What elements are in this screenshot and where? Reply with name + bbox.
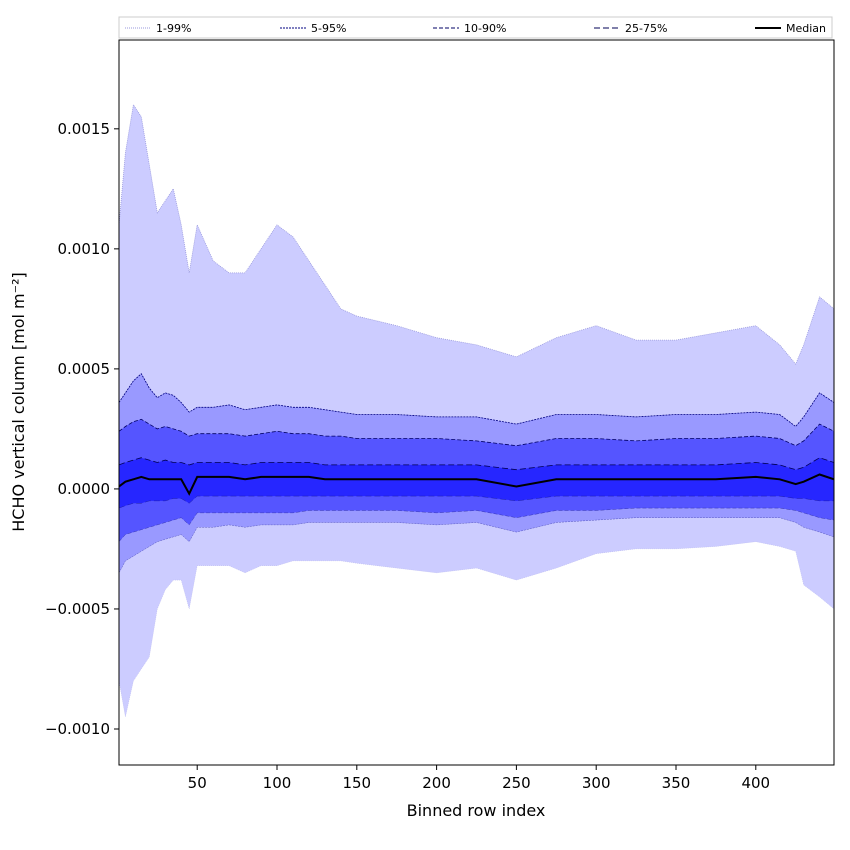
band-upper-line-1-99%	[119, 103, 834, 365]
x-tick-label: 300	[582, 774, 611, 792]
band-25-75%	[119, 457, 834, 509]
y-axis: −0.0010 −0.0005 0.0000 0.0005 0.0010 0.0015	[45, 120, 119, 738]
band-lower-line-25-75%	[119, 495, 834, 509]
y-tick-label: 0.0015	[58, 120, 111, 138]
x-tick-label: 400	[741, 774, 770, 792]
legend-label: 10-90%	[464, 22, 506, 35]
legend-label: Median	[786, 22, 826, 35]
percentile-bands	[119, 104, 834, 718]
y-tick-label: 0.0005	[58, 360, 111, 378]
median-series	[119, 473, 834, 496]
legend: 1-99% 5-95% 10-90% 25-75% Median	[118, 16, 833, 39]
band-upper-line-10-90%	[119, 418, 834, 447]
y-tick-label: 0.0010	[58, 240, 111, 258]
band-upper-line-25-75%	[119, 457, 834, 471]
median-line	[119, 473, 834, 496]
legend-label: 5-95%	[311, 22, 346, 35]
legend-box	[118, 16, 833, 39]
y-tick-label: 0.0000	[58, 480, 111, 498]
percentile-band-lines	[119, 103, 834, 718]
band-upper-line-5-95%	[119, 373, 834, 428]
legend-label: 25-75%	[625, 22, 667, 35]
x-tick-label: 200	[422, 774, 451, 792]
legend-label: 1-99%	[156, 22, 191, 35]
band-lower-line-10-90%	[119, 507, 834, 542]
x-tick-label: 150	[342, 774, 371, 792]
y-axis-label: HCHO vertical column [mol m⁻²]	[9, 272, 28, 531]
band-1-99%	[119, 104, 834, 718]
x-axis-label: Binned row index	[407, 801, 546, 820]
x-tick-label: 50	[188, 774, 207, 792]
x-tick-label: 100	[263, 774, 292, 792]
x-tick-label: 250	[502, 774, 531, 792]
band-lower-line-5-95%	[119, 517, 834, 574]
y-tick-label: −0.0010	[45, 720, 110, 738]
x-axis: 50 100 150 200 250 300 350 400	[188, 765, 770, 792]
band-lower-line-1-99%	[119, 541, 834, 718]
plot-frame	[118, 39, 835, 766]
x-tick-label: 350	[662, 774, 691, 792]
y-tick-label: −0.0005	[45, 600, 110, 618]
